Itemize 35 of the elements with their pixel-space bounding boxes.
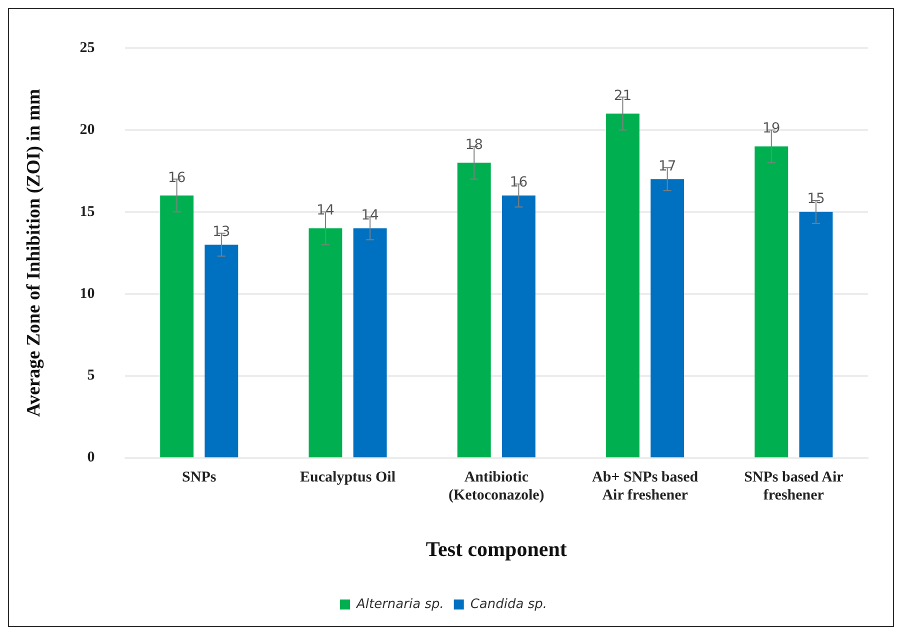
y-tick-label: 25 (80, 40, 95, 56)
y-tick-label: 0 (87, 450, 95, 466)
x-tick-label: Antibiotic (Ketoconazole) (448, 470, 544, 504)
bar (308, 228, 342, 458)
legend-label: Alternaria sp. (355, 596, 444, 612)
data-label: 17 (658, 158, 676, 174)
legend-label: Candida sp. (470, 596, 548, 612)
data-label: 16 (510, 174, 528, 191)
y-tick-label: 15 (80, 204, 95, 220)
x-tick-label: SNPs based Air freshener (744, 470, 844, 504)
data-label: 15 (807, 191, 825, 208)
bar (457, 162, 491, 458)
bar (204, 244, 238, 458)
data-label: 14 (316, 202, 334, 219)
data-label: 19 (762, 120, 780, 137)
data-label: 13 (212, 224, 230, 240)
bar (650, 179, 684, 458)
bar (502, 196, 536, 458)
x-axis-title: Test component (426, 536, 567, 561)
data-label: 21 (614, 88, 632, 104)
y-tick-label: 5 (87, 368, 95, 384)
x-tick-label: Eucalyptus Oil (300, 470, 396, 486)
bar (353, 228, 387, 458)
x-tick-label: Ab+ SNPs based Air freshener (592, 470, 699, 504)
y-tick-label: 20 (80, 122, 95, 138)
y-axis-title: Average Zone of Inhibition (ZOI) in mm (23, 88, 44, 417)
y-tick-label: 10 (80, 286, 95, 302)
bar (160, 196, 194, 458)
bar (754, 146, 788, 458)
data-label: 16 (168, 170, 186, 186)
data-label: 18 (465, 136, 484, 153)
x-tick-label: SNPs (182, 470, 216, 486)
bar (606, 114, 640, 458)
bar (799, 212, 833, 458)
data-label: 14 (361, 207, 380, 224)
